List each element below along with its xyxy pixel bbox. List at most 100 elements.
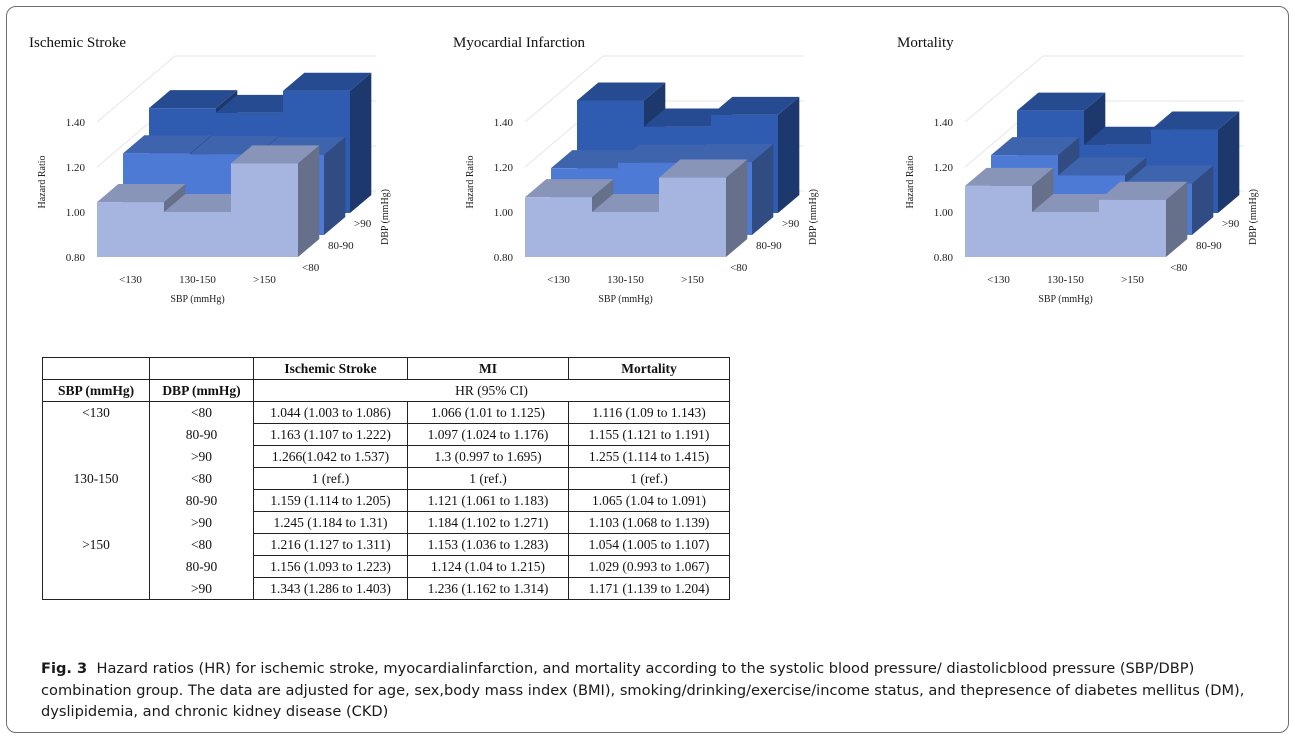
cell-sbp: <130 <box>42 401 150 424</box>
header-ischemic-stroke: Ischemic Stroke <box>253 357 408 380</box>
bar <box>659 159 748 257</box>
bar-front <box>97 202 164 257</box>
cell-mi: 1.066 (1.01 to 1.125) <box>407 401 569 424</box>
z-tick-label: 80-90 <box>328 240 354 252</box>
header-hr-ci: HR (95% CI) <box>253 379 730 402</box>
table-row: 80-90 1.156 (1.093 to 1.223) 1.124 (1.04 t… <box>42 555 730 578</box>
cell-mortality: 1.103 (1.068 to 1.139) <box>568 511 730 534</box>
chart-myocardial-infarction: Myocardial Infarction 0.80 1.00 1.20 1.40 <13… <box>447 15 857 325</box>
table-row: >150 <80 1.216 (1.127 to 1.311) 1.153 (1.03… <box>42 533 730 556</box>
y-tick-label: 0.80 <box>934 252 954 264</box>
header-empty <box>42 357 150 380</box>
y-tick-label: 1.20 <box>66 162 86 174</box>
hazard-ratio-table: Ischemic Stroke MI Mortality SBP (mmHg) … <box>42 357 730 600</box>
cell-mortality: 1.171 (1.139 to 1.204) <box>568 577 730 600</box>
chart-title: Mortality <box>897 35 954 51</box>
cell-mi: 1.121 (1.061 to 1.183) <box>407 489 569 512</box>
z-tick-label: >90 <box>782 218 800 230</box>
table-row: >90 1.266(1.042 to 1.537) 1.3 (0.997 to 1.… <box>42 445 730 468</box>
x-axis-label: SBP (mmHg) <box>598 294 652 305</box>
y-axis-label: Hazard Ratio <box>465 155 476 208</box>
bar-front <box>1099 199 1166 257</box>
bar-front <box>1032 212 1099 257</box>
bar-top <box>592 193 681 212</box>
cell-dbp: >90 <box>149 577 254 600</box>
z-axis-label: DBP (mmHg) <box>1248 189 1259 245</box>
bar-top <box>97 184 186 203</box>
table-header-row: Ischemic Stroke MI Mortality <box>42 357 730 380</box>
header-empty <box>149 357 254 380</box>
bar-front <box>592 212 659 257</box>
z-tick-label: 80-90 <box>1196 240 1222 252</box>
bar-top <box>551 150 640 169</box>
cell-stroke: 1.266(1.042 to 1.537) <box>253 445 408 468</box>
cell-mi: 1.3 (0.997 to 1.695) <box>407 445 569 468</box>
cell-sbp <box>42 577 150 600</box>
cell-stroke: 1.245 (1.184 to 1.31) <box>253 511 408 534</box>
cell-sbp: >150 <box>42 533 150 556</box>
bar-top <box>618 144 707 163</box>
bar-top <box>1058 157 1147 176</box>
bar <box>231 145 320 257</box>
bar-front <box>659 177 726 257</box>
cell-dbp: 80-90 <box>149 423 254 446</box>
table-subheader-row: SBP (mmHg) DBP (mmHg) HR (95% CI) <box>42 379 730 402</box>
bar-top <box>283 72 372 91</box>
cell-sbp: 130-150 <box>42 467 150 490</box>
cell-dbp: <80 <box>149 467 254 490</box>
bar <box>97 184 186 257</box>
cell-stroke: 1.216 (1.127 to 1.311) <box>253 533 408 556</box>
cell-sbp <box>42 555 150 578</box>
chart-svg: Ischemic Stroke 0.80 1.00 1.20 1.40 <130 130-1… <box>29 35 391 305</box>
bar-top <box>1099 181 1188 200</box>
y-tick-label: 1.40 <box>934 117 954 129</box>
bar-front <box>965 185 1032 257</box>
x-axis-label: SBP (mmHg) <box>1038 294 1092 305</box>
y-tick-label: 1.00 <box>66 207 86 219</box>
cell-sbp <box>42 489 150 512</box>
bar-side <box>350 72 372 213</box>
bar-top <box>577 82 666 101</box>
z-tick-label: >90 <box>1222 218 1240 230</box>
table-row: >90 1.343 (1.286 to 1.403) 1.236 (1.162 to… <box>42 577 730 600</box>
bar-front <box>164 212 231 257</box>
cell-mortality: 1.155 (1.121 to 1.191) <box>568 423 730 446</box>
cell-mi: 1.124 (1.04 to 1.215) <box>407 555 569 578</box>
cell-sbp <box>42 511 150 534</box>
z-tick-label: >90 <box>354 218 372 230</box>
bar-side <box>1218 111 1240 213</box>
cell-dbp: <80 <box>149 401 254 424</box>
bar-side <box>324 136 346 235</box>
table-row: 130-150 <80 1 (ref.) 1 (ref.) 1 (ref.) <box>42 467 730 490</box>
bar-top <box>659 159 748 178</box>
bar-top <box>965 167 1054 186</box>
figure-label: Fig. 3 <box>41 660 88 677</box>
bar-top <box>711 96 800 115</box>
cell-mi: 1.153 (1.036 to 1.283) <box>407 533 569 556</box>
y-tick-label: 1.20 <box>494 162 514 174</box>
x-tick-label: 130-150 <box>1047 274 1084 286</box>
cell-dbp: >90 <box>149 445 254 468</box>
table-row: >90 1.245 (1.184 to 1.31) 1.184 (1.102 to … <box>42 511 730 534</box>
cell-dbp: >90 <box>149 511 254 534</box>
bar-side <box>752 144 774 235</box>
bar-side <box>1192 165 1214 235</box>
x-tick-label: 130-150 <box>179 274 216 286</box>
gridline <box>524 55 804 123</box>
table-row: 80-90 1.163 (1.107 to 1.222) 1.097 (1.024 … <box>42 423 730 446</box>
y-tick-label: 1.20 <box>934 162 954 174</box>
table-row: <130 <80 1.044 (1.003 to 1.086) 1.066 (1.01… <box>42 401 730 424</box>
bar-side <box>726 159 748 257</box>
cell-mortality: 1.029 (0.993 to 1.067) <box>568 555 730 578</box>
y-tick-label: 0.80 <box>494 252 514 264</box>
bar-top <box>1032 193 1121 212</box>
chart-title: Myocardial Infarction <box>453 35 586 51</box>
bar-top <box>1151 111 1240 130</box>
cell-dbp: 80-90 <box>149 489 254 512</box>
header-sbp: SBP (mmHg) <box>42 379 150 402</box>
x-tick-label: >150 <box>1121 274 1144 286</box>
x-tick-label: <130 <box>987 274 1010 286</box>
bar-top <box>1084 126 1173 145</box>
cell-mi: 1.184 (1.102 to 1.271) <box>407 511 569 534</box>
bar-top <box>216 94 305 113</box>
